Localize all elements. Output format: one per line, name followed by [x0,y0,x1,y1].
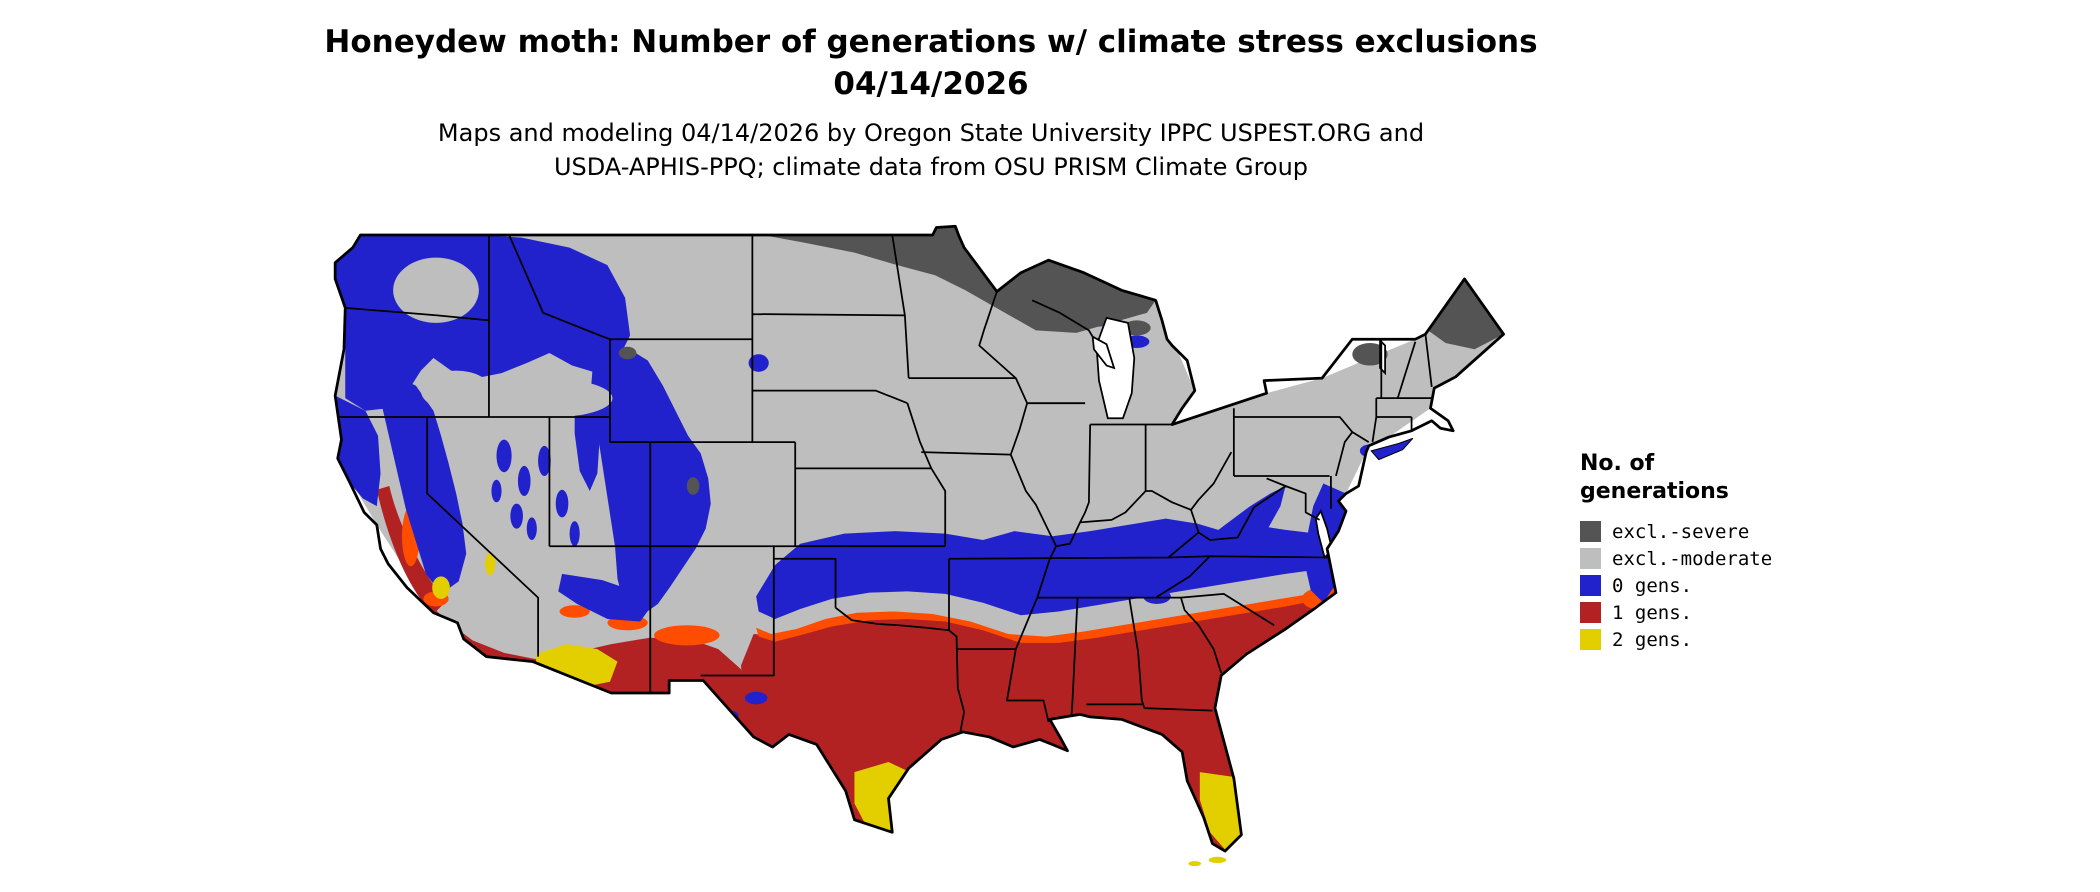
green-bay [1091,335,1116,370]
legend-item: 0 gens. [1580,572,1860,599]
legend-swatch-excl-severe [1580,521,1601,543]
legend-item: 1 gens. [1580,599,1860,626]
legend-label: 2 gens. [1612,628,1693,651]
legend-items: excl.-severe excl.-moderate 0 gens. 1 ge… [1580,518,1860,653]
legend-swatch-two-gens [1580,629,1601,651]
map-region-excl-moderate-basins [393,257,613,417]
legend-swatch-excl-moderate [1580,548,1601,570]
page-title: Honeydew moth: Number of generations w/ … [324,24,1538,60]
map-region-zero-gens [335,235,1378,721]
long-island [1370,437,1414,461]
page-title-date: 04/14/2026 [833,65,1029,102]
map-container [315,220,1525,885]
legend-item: excl.-severe [1580,518,1860,545]
legend-label: excl.-severe [1612,520,1750,543]
legend: No. of generations excl.-severe excl.-mo… [1580,450,1860,653]
legend-label: excl.-moderate [1612,547,1773,570]
us-map [333,224,1505,867]
legend-swatch-zero-gens [1580,575,1601,597]
state-boundaries [337,234,1433,733]
legend-item: 2 gens. [1580,626,1860,653]
legend-title-line-1: No. of [1580,451,1655,476]
legend-swatch-one-gen [1580,602,1601,624]
title-block: Honeydew moth: Number of generations w/ … [0,22,1862,106]
subtitle-line-2: USDA-APHIS-PPQ; climate data from OSU PR… [553,153,1309,182]
legend-title: No. of generations [1580,450,1860,506]
legend-title-line-2: generations [1580,479,1729,505]
legend-label: 1 gens. [1612,601,1693,624]
legend-label: 0 gens. [1612,574,1693,597]
subtitle-block: Maps and modeling 04/14/2026 by Oregon S… [0,116,1862,184]
florida-keys [1188,856,1227,867]
subtitle-line-1: Maps and modeling 04/14/2026 by Oregon S… [437,119,1425,147]
us-outline [333,224,1505,853]
legend-item: excl.-moderate [1580,545,1860,572]
